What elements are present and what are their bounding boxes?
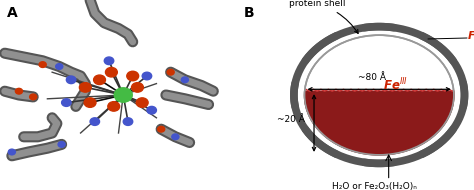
Text: ~20 Å: ~20 Å — [277, 115, 304, 124]
Circle shape — [142, 72, 152, 80]
Circle shape — [123, 118, 133, 125]
Circle shape — [29, 94, 36, 100]
Circle shape — [39, 62, 46, 67]
Circle shape — [167, 69, 174, 75]
Text: ~80 Å: ~80 Å — [358, 73, 386, 82]
Circle shape — [66, 76, 76, 84]
Text: Fe$^{II}$: Fe$^{II}$ — [467, 26, 474, 43]
Circle shape — [105, 67, 117, 77]
Circle shape — [15, 88, 23, 94]
Text: Fe$^{III}$: Fe$^{III}$ — [383, 77, 409, 94]
Circle shape — [84, 98, 96, 107]
Circle shape — [79, 83, 91, 92]
Polygon shape — [304, 91, 454, 155]
Text: protein shell: protein shell — [289, 0, 358, 33]
Text: A: A — [7, 6, 18, 20]
Circle shape — [172, 134, 179, 140]
Circle shape — [56, 64, 63, 69]
Text: B: B — [244, 6, 255, 20]
Circle shape — [104, 57, 114, 65]
Text: H₂O or Fe₂O₃(H₂O)ₙ: H₂O or Fe₂O₃(H₂O)ₙ — [332, 182, 417, 190]
Circle shape — [62, 99, 71, 106]
Circle shape — [147, 106, 156, 114]
Circle shape — [93, 75, 105, 85]
Circle shape — [136, 98, 148, 107]
Circle shape — [304, 35, 454, 155]
Circle shape — [181, 77, 189, 83]
Circle shape — [9, 149, 15, 155]
Circle shape — [127, 71, 138, 81]
Circle shape — [114, 88, 132, 102]
Circle shape — [108, 102, 119, 111]
Circle shape — [131, 83, 143, 92]
Circle shape — [58, 142, 65, 147]
Circle shape — [157, 126, 165, 132]
Circle shape — [90, 118, 100, 125]
